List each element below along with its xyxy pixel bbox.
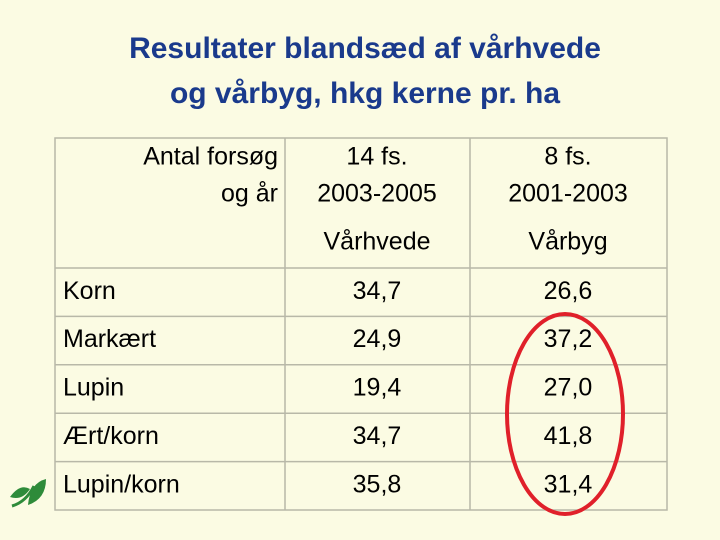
cell: 41,8	[544, 422, 593, 450]
header-cell: Vårbyg	[528, 228, 607, 256]
highlight-ellipse	[505, 312, 625, 516]
header-cell: og år	[221, 180, 278, 208]
row-label: Ært/korn	[63, 422, 159, 450]
cell: 37,2	[544, 325, 593, 353]
cell: 24,9	[353, 325, 402, 353]
header-cell: Antal forsøg	[143, 143, 278, 171]
logo	[10, 479, 46, 508]
header-cell: 8 fs.	[544, 143, 591, 171]
row-label: Lupin/korn	[63, 470, 180, 498]
cell: 31,4	[544, 470, 593, 498]
cell: 34,7	[353, 422, 402, 450]
row-label: Korn	[63, 277, 116, 305]
header-cell: Vårhvede	[323, 228, 430, 256]
cell: 34,7	[353, 277, 402, 305]
title-line: og vårbyg, hkg kerne pr. ha	[170, 77, 560, 110]
cell: 19,4	[353, 374, 402, 402]
table-border	[54, 137, 668, 511]
header-cell: 2003-2005	[317, 180, 437, 208]
table: Antal forsøg og år 14 fs. 2003-2005 Vårhvede…	[55, 143, 667, 498]
row-label: Markært	[63, 325, 156, 353]
cell: 27,0	[544, 374, 593, 402]
header-cell: 2001-2003	[508, 180, 628, 208]
cell: 35,8	[353, 470, 402, 498]
row-label: Lupin	[63, 374, 124, 402]
cell: 26,6	[544, 277, 593, 305]
header-cell: 14 fs.	[346, 143, 407, 171]
title-line: Resultater blandsæd af vårhvede	[129, 32, 601, 65]
